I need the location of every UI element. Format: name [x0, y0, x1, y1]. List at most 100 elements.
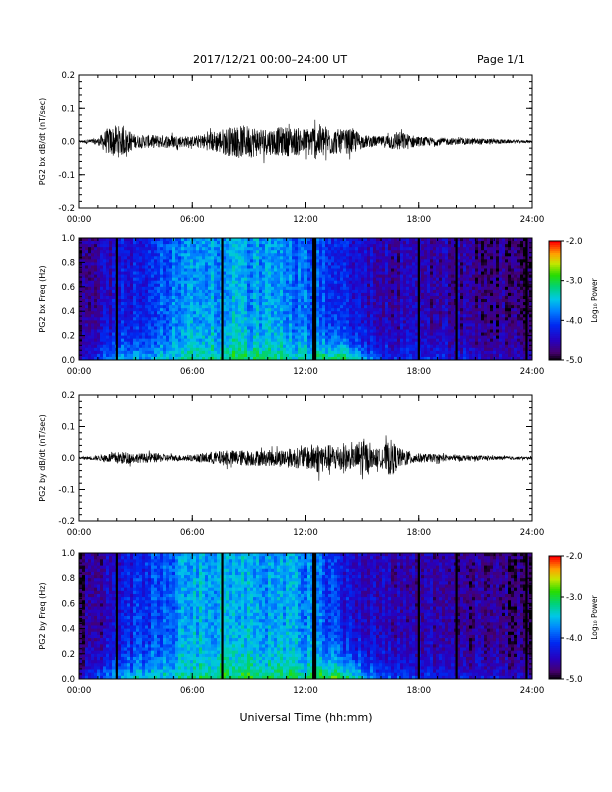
spectrogram-cell [91, 247, 95, 251]
spectrogram-cell [247, 344, 251, 349]
spectrogram-cell [199, 344, 203, 349]
spectrogram-cell [238, 253, 242, 257]
spectrogram-cell [340, 317, 344, 321]
spectrogram-cell [166, 274, 170, 279]
spectrogram-cell [148, 347, 152, 352]
spectrogram-cell [157, 265, 161, 269]
spectrogram-cell [298, 314, 302, 318]
spectrogram-cell [172, 289, 176, 294]
spectrogram-cell [385, 314, 389, 318]
spectrogram-cell [388, 268, 392, 272]
spectrogram-cell [328, 289, 332, 294]
spectrogram-cell [439, 353, 443, 358]
spectrogram-cell [373, 314, 377, 318]
spectrogram-cell [166, 344, 170, 349]
spectrogram-cell [169, 274, 173, 279]
spectrogram-cell [148, 286, 152, 291]
spectrogram-cell [223, 256, 227, 260]
spectrogram-cell [85, 347, 89, 352]
spectrogram-cell [421, 320, 425, 324]
spectrogram-cell [370, 274, 374, 279]
spectrogram-cell [367, 302, 371, 306]
spectrogram-cell [136, 280, 140, 285]
spectrogram-cell [226, 265, 230, 269]
spectrogram-cell [391, 268, 395, 272]
spectrogram-cell [406, 341, 410, 346]
spectrogram-cell [235, 280, 239, 285]
spectrogram-cell [412, 277, 416, 282]
spectrogram-cell [214, 286, 218, 291]
spectrogram-cell [334, 265, 338, 269]
spectrogram-cell [148, 292, 152, 297]
spectrogram-cell [148, 277, 152, 282]
spectrogram-cell [253, 292, 257, 297]
spectrogram-cell [211, 299, 215, 303]
spectrogram-cell [157, 344, 161, 349]
spectrogram-cell [232, 283, 236, 288]
spectrogram-cell [196, 350, 200, 355]
spectrogram-cell [382, 271, 386, 275]
spectrogram-cell [310, 308, 314, 312]
spectrogram-cell [442, 280, 446, 285]
spectrogram-cell [223, 259, 227, 263]
spectrogram-cell [403, 289, 407, 294]
spectrogram-cell [151, 326, 155, 330]
spectrogram-cell [196, 329, 200, 333]
spectrogram-cell [247, 308, 251, 312]
spectrogram-cell [172, 274, 176, 279]
spectrogram-cell [343, 305, 347, 309]
spectrogram-cell [421, 299, 425, 303]
spectrogram-cell [121, 299, 125, 303]
spectrogram-cell [103, 341, 107, 346]
spectrogram-cell [91, 326, 95, 330]
spectrogram-cell [181, 302, 185, 306]
spectrogram-cell [268, 350, 272, 355]
spectrogram-cell [247, 311, 251, 315]
spectrogram-cell [337, 308, 341, 312]
spectrogram-cell [274, 241, 278, 245]
spectrogram-cell [343, 353, 347, 358]
spectrogram-cell [316, 332, 320, 336]
spectrogram-cell [100, 341, 104, 346]
spectrogram-cell [106, 302, 110, 306]
spectrogram-cell [355, 289, 359, 294]
spectrogram-cell [235, 277, 239, 282]
spectrogram-cell [145, 289, 149, 294]
spectrogram-cell [373, 292, 377, 297]
spectrogram-cell [226, 280, 230, 285]
spectrogram-cell [442, 268, 446, 272]
spectrogram-cell [346, 244, 350, 248]
spectrogram-cell [337, 335, 341, 340]
spectrogram-cell [151, 283, 155, 288]
spectrogram-cell [355, 347, 359, 352]
spectrogram-cell [355, 259, 359, 263]
spectrogram-cell [205, 286, 209, 291]
spectrogram-cell [397, 305, 401, 309]
spectrogram-cell [175, 268, 179, 272]
spectrogram-cell [142, 238, 146, 242]
spectrogram-cell [157, 353, 161, 358]
spectrogram-cell [109, 247, 113, 251]
spectrogram-cell [208, 283, 212, 288]
spectrogram-cell [211, 250, 215, 254]
spectrogram-cell [199, 347, 203, 352]
spectrogram-cell [283, 329, 287, 333]
x-tick-label: 12:00 [293, 215, 318, 225]
spectrogram-cell [328, 335, 332, 340]
spectrogram-cell [367, 311, 371, 315]
spectrogram-cell [208, 265, 212, 269]
spectrogram-cell [160, 308, 164, 312]
spectrogram-cell [181, 238, 185, 242]
spectrogram-cell [172, 265, 176, 269]
spectrogram-cell [199, 283, 203, 288]
spectrogram-cell [106, 289, 110, 294]
spectrogram-cell [208, 314, 212, 318]
spectrogram-cell [94, 289, 98, 294]
spectrogram-cell [295, 268, 299, 272]
spectrogram-cell [436, 332, 440, 336]
spectrogram-cell [136, 274, 140, 279]
spectrogram-cell [91, 347, 95, 352]
spectrogram-cell [247, 350, 251, 355]
spectrogram-cell [331, 326, 335, 330]
spectrogram-cell [406, 317, 410, 321]
